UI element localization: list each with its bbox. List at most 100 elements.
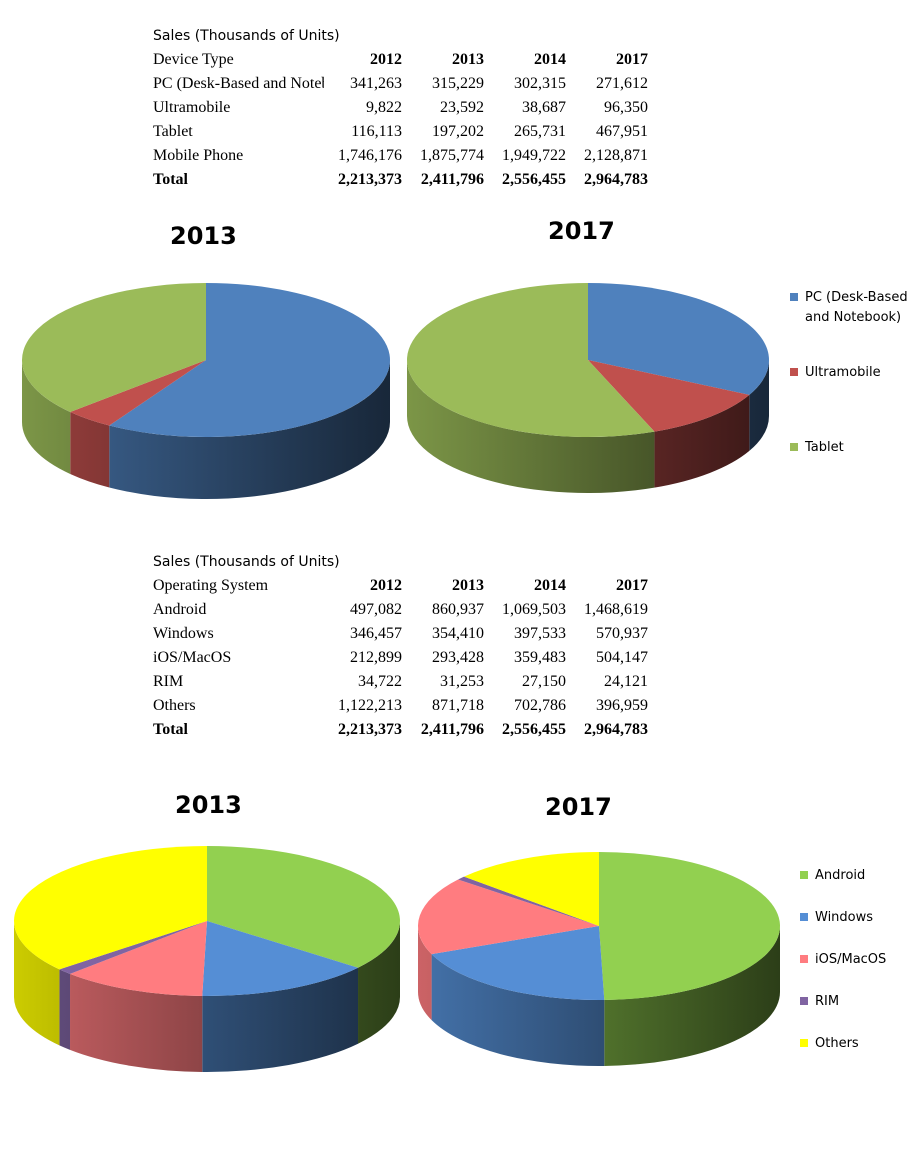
table-cell: 2,556,455 bbox=[502, 721, 566, 738]
pie-slice-side bbox=[70, 973, 203, 1072]
table-cell: 1,746,176 bbox=[338, 147, 402, 164]
row-label: Ultramobile bbox=[153, 99, 231, 116]
row-label: Windows bbox=[153, 625, 214, 642]
table-cell: 2,411,796 bbox=[420, 721, 484, 738]
table-cell: 871,718 bbox=[432, 697, 484, 714]
legend-item: Tablet bbox=[790, 438, 920, 458]
pie-slice-side bbox=[654, 394, 750, 488]
pie-slice-android bbox=[599, 852, 781, 1000]
table-cell: 396,959 bbox=[596, 697, 648, 714]
pie-slice-side bbox=[407, 360, 655, 493]
row-label: iOS/MacOS bbox=[153, 649, 232, 666]
pie-slice-side bbox=[22, 360, 71, 474]
row-label: Operating System bbox=[153, 577, 269, 594]
pie-slice-tablet bbox=[407, 282, 655, 437]
legend-item: iOS/MacOS bbox=[800, 950, 924, 970]
legend-label: PC (Desk-Based and Notebook) bbox=[805, 290, 908, 325]
legend-label: Windows bbox=[815, 910, 874, 925]
legend-swatch bbox=[800, 913, 808, 921]
legend-swatch bbox=[790, 293, 798, 301]
table-cell: 2,556,455 bbox=[502, 171, 566, 188]
table-cell: 346,457 bbox=[350, 625, 402, 642]
legend-item: Ultramobile bbox=[790, 363, 920, 383]
pie-slice-ios-macos bbox=[70, 921, 207, 996]
table-header: Device Type 2012 2013 2014 2017 bbox=[153, 48, 648, 72]
table-row: Windows 346,457 354,410 397,533 570,937 bbox=[153, 622, 648, 646]
table-cell: 1,875,774 bbox=[420, 147, 484, 164]
legend-item: RIM bbox=[800, 992, 924, 1012]
legend-label: Others bbox=[815, 1036, 859, 1051]
table-row: Total 2,213,373 2,411,796 2,556,455 2,964,78… bbox=[153, 718, 648, 742]
table-cell: 2,213,373 bbox=[338, 721, 402, 738]
table-cell: 2,213,373 bbox=[338, 171, 402, 188]
pie-slice-side bbox=[604, 926, 780, 1066]
pie-slice-ios-macos bbox=[418, 879, 599, 955]
table-cell: 2,964,783 bbox=[584, 171, 648, 188]
table-cell: 31,253 bbox=[440, 673, 484, 690]
legend-swatch bbox=[800, 997, 808, 1005]
pie-slice-others bbox=[14, 846, 208, 970]
table-cell: 116,113 bbox=[351, 123, 402, 140]
table-cell: 2014 bbox=[534, 577, 566, 594]
legend-item: PC (Desk-Based and Notebook) bbox=[790, 288, 920, 328]
table-cell: 302,315 bbox=[514, 75, 566, 92]
table-cell: 265,731 bbox=[514, 123, 566, 140]
table-row: Others 1,122,213 871,718 702,786 396,959 bbox=[153, 694, 648, 718]
row-label: Others bbox=[153, 697, 196, 714]
table-cell: 397,533 bbox=[514, 625, 566, 642]
legend-swatch bbox=[800, 871, 808, 879]
pie-slice-windows bbox=[202, 921, 359, 997]
pie-slice-side bbox=[14, 921, 60, 1046]
table-row: Android 497,082 860,937 1,069,503 1,468,619 bbox=[153, 598, 648, 622]
table-caption: Sales (Thousands of Units) bbox=[153, 554, 340, 570]
pie-slice-others bbox=[464, 852, 599, 926]
table-cell: 2017 bbox=[616, 577, 648, 594]
table-row: Ultramobile 9,822 23,592 38,687 96,350 bbox=[153, 96, 648, 120]
legend-swatch bbox=[800, 955, 808, 963]
table-cell: 341,263 bbox=[350, 75, 402, 92]
pie-slice-side bbox=[358, 921, 400, 1044]
table-cell: 702,786 bbox=[514, 697, 566, 714]
chart-title-os-2013: 2013 bbox=[175, 791, 242, 819]
table-cell: 27,150 bbox=[522, 673, 566, 690]
pie-slice-side bbox=[109, 360, 390, 499]
table-row: Total 2,213,373 2,411,796 2,556,455 2,964,78… bbox=[153, 168, 648, 192]
row-label: Total bbox=[153, 171, 188, 188]
table-row: RIM 34,722 31,253 27,150 24,121 bbox=[153, 670, 648, 694]
device-sales-table: Sales (Thousands of Units) Device Type 201… bbox=[153, 24, 648, 192]
table-cell: 2012 bbox=[370, 577, 402, 594]
table-cell: 2014 bbox=[534, 51, 566, 68]
table-caption: Sales (Thousands of Units) bbox=[153, 28, 340, 44]
table-cell: 497,082 bbox=[350, 601, 402, 618]
table-cell: 2,964,783 bbox=[584, 721, 648, 738]
table-cell: 570,937 bbox=[596, 625, 648, 642]
legend-swatch bbox=[790, 443, 798, 451]
pie-slice-rim bbox=[458, 876, 599, 926]
table-cell: 504,147 bbox=[596, 649, 648, 666]
chart-title-os-2017: 2017 bbox=[545, 793, 612, 821]
legend-item: Windows bbox=[800, 908, 924, 928]
table-cell: 2012 bbox=[370, 51, 402, 68]
pie-slice-side bbox=[418, 926, 432, 1021]
legend-swatch bbox=[790, 368, 798, 376]
row-label: RIM bbox=[153, 673, 184, 690]
table-header: Operating System 2012 2013 2014 2017 bbox=[153, 574, 648, 598]
pie-slice-ultramobile bbox=[588, 360, 750, 432]
table-cell: 23,592 bbox=[440, 99, 484, 116]
os-sales-table: Sales (Thousands of Units) Operating Syst… bbox=[153, 550, 648, 742]
pie-slice-rim bbox=[59, 921, 208, 974]
pie-slice-ultramobile bbox=[70, 360, 206, 426]
table-cell: 2013 bbox=[452, 51, 484, 68]
table-cell: 293,428 bbox=[432, 649, 484, 666]
table-cell: 1,122,213 bbox=[338, 697, 402, 714]
row-label: Tablet bbox=[153, 123, 193, 140]
table-row: Mobile Phone 1,746,176 1,875,774 1,949,722 2… bbox=[153, 144, 648, 168]
table-row: iOS/MacOS 212,899 293,428 359,483 504,147 bbox=[153, 646, 648, 670]
pie-slice-side bbox=[202, 967, 359, 1073]
pie-slice-windows bbox=[431, 926, 605, 1000]
legend-label: RIM bbox=[815, 994, 840, 1009]
row-label: Device Type bbox=[153, 51, 234, 68]
row-label: Android bbox=[153, 601, 207, 618]
